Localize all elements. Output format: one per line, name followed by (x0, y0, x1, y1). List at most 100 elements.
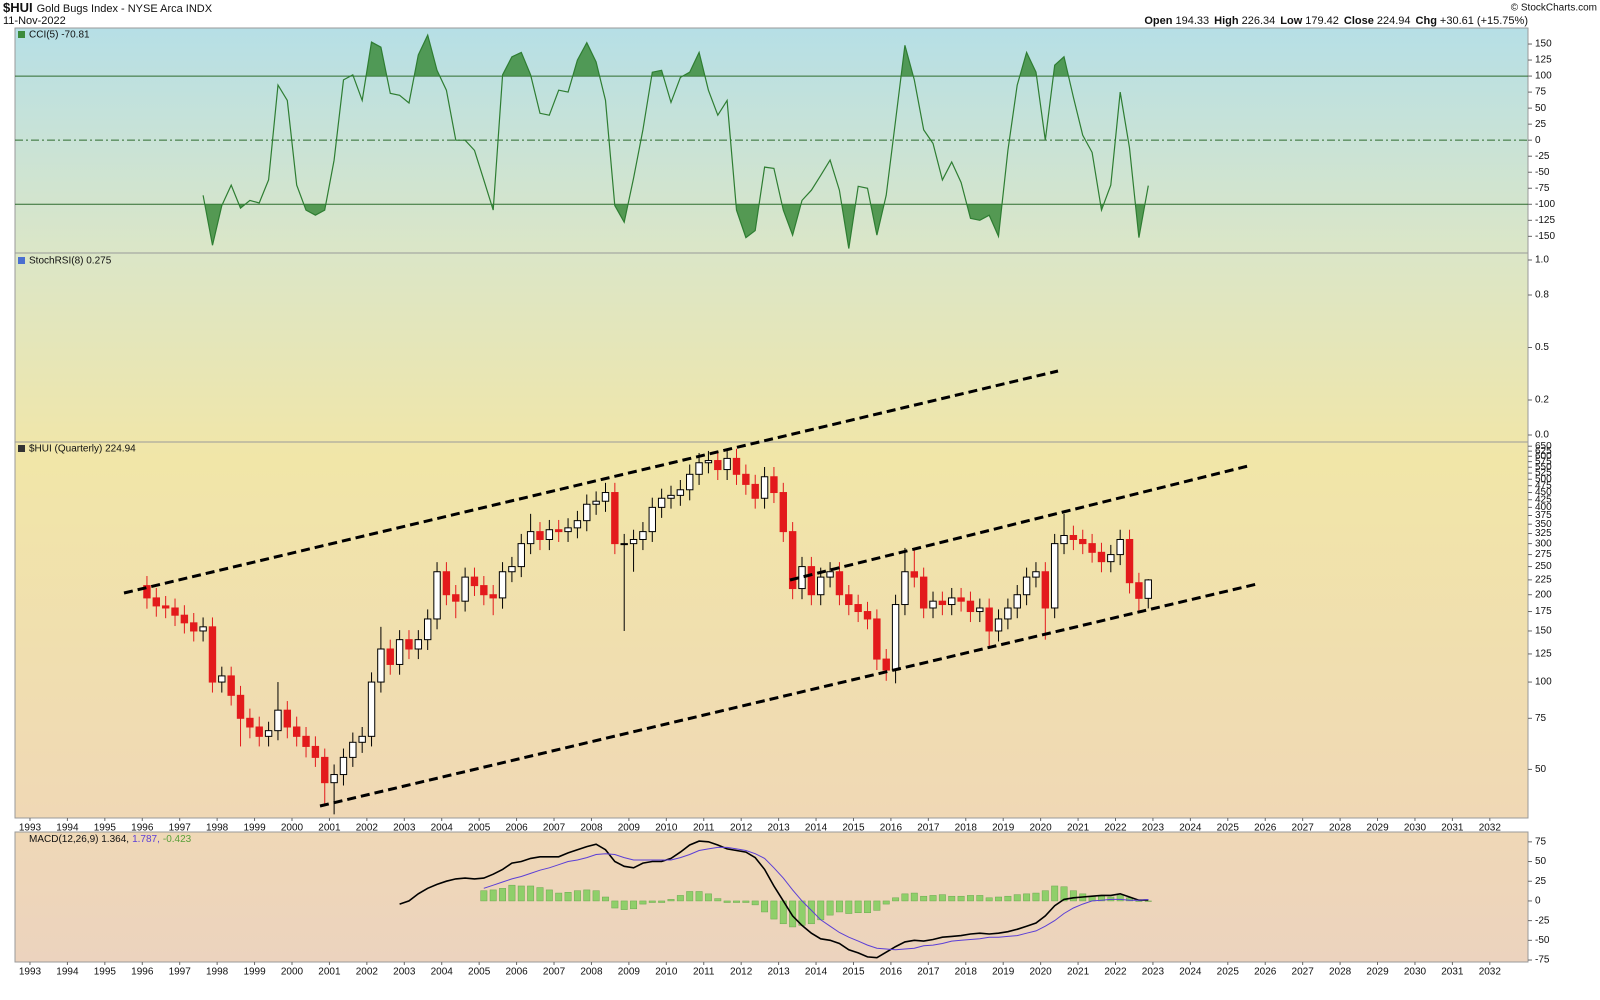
candle-body (1135, 582, 1143, 599)
candle-body (339, 756, 348, 776)
histogram-bar (864, 900, 871, 914)
candle-body (1116, 538, 1124, 556)
candle-body (592, 500, 600, 505)
candle-body (826, 571, 834, 578)
x-tick-label: 1994 (56, 823, 79, 834)
candle-body (480, 585, 488, 596)
histogram-bar (723, 900, 731, 903)
axis-strip (15, 818, 1528, 832)
histogram-bar (658, 900, 666, 903)
y-tick-label: -75 (1535, 955, 1550, 966)
candle-body (891, 604, 900, 671)
y-tick-label: 375 (1535, 510, 1552, 521)
candle-body (536, 531, 544, 540)
quote-value: 226.34 (1242, 15, 1276, 27)
histogram-bar (667, 899, 675, 902)
x-tick-label: 1997 (169, 967, 192, 978)
y-tick-label: 625 (1535, 446, 1552, 457)
quote-value: 224.94 (1377, 15, 1411, 27)
y-tick-label: 1.0 (1535, 255, 1549, 266)
panel-icon (18, 31, 25, 38)
histogram-bar (620, 900, 628, 910)
x-tick-label: 2030 (1404, 823, 1427, 834)
candle-body (657, 497, 666, 508)
x-tick-label: 2005 (468, 823, 491, 834)
candle-body (732, 457, 741, 475)
candle-body (1013, 594, 1021, 609)
x-tick-label: 2022 (1104, 823, 1127, 834)
candle-body (1107, 554, 1115, 563)
candle-body (976, 607, 984, 613)
candle-body (938, 600, 947, 606)
histogram-bar (948, 895, 956, 902)
header-line: $HUI Gold Bugs Index - NYSE Arca INDX (3, 0, 213, 15)
x-tick-label: 2006 (505, 967, 528, 978)
candle-body (423, 618, 432, 641)
histogram-bar (676, 895, 684, 902)
x-tick-label: 2019 (992, 823, 1015, 834)
x-tick-label: 2021 (1067, 823, 1090, 834)
quote-label: Chg (1416, 15, 1437, 27)
y-tick-label: 125 (1535, 649, 1552, 660)
histogram-bar (807, 900, 815, 925)
candle-body (788, 531, 797, 590)
histogram-bar (564, 892, 572, 902)
y-tick-label: 600 (1535, 451, 1552, 462)
candle-body (1050, 543, 1059, 609)
candle-body (1079, 538, 1087, 545)
y-tick-label: 550 (1535, 462, 1552, 473)
x-tick-label: 2004 (431, 823, 454, 834)
x-tick-label: 2010 (655, 823, 678, 834)
y-tick-label: -100 (1535, 199, 1555, 210)
y-tick-label: 300 (1535, 538, 1552, 549)
x-tick-label: 2017 (917, 823, 940, 834)
candle-body (985, 607, 993, 632)
quote-value: 179.42 (1305, 15, 1339, 27)
x-tick-label: 2018 (955, 823, 978, 834)
price-legend: $HUI (Quarterly) 224.94 (29, 444, 136, 455)
y-tick-label: 75 (1535, 836, 1547, 847)
y-tick-label: 25 (1535, 876, 1547, 887)
x-tick-label: 2025 (1217, 967, 1240, 978)
y-tick-label: 75 (1535, 713, 1547, 724)
candle-body (264, 730, 273, 737)
macd-line (483, 846, 1149, 951)
histogram-bar (761, 900, 769, 913)
histogram-bar (967, 895, 974, 902)
histogram-bar (573, 890, 581, 902)
y-tick-label: 200 (1535, 589, 1552, 600)
histogram-bar (892, 897, 900, 902)
x-tick-label: 2019 (992, 967, 1015, 978)
candle-body (433, 571, 441, 620)
candle-body (835, 571, 844, 596)
y-tick-label: 0 (1535, 896, 1541, 907)
candle-body (1004, 607, 1012, 620)
candle-body (573, 520, 582, 529)
candle-body (667, 494, 675, 499)
histogram-bar (882, 900, 890, 905)
histogram-bar (489, 889, 497, 902)
candle-body (695, 462, 703, 475)
x-tick-label: 2027 (1292, 823, 1315, 834)
histogram-bar (1004, 895, 1012, 902)
candle-body (386, 648, 394, 665)
panel-icon (18, 445, 25, 452)
candle-body (1069, 534, 1078, 540)
x-tick-label: 2024 (1179, 823, 1202, 834)
y-tick-label: 50 (1535, 764, 1547, 775)
y-tick-label: 325 (1535, 528, 1552, 539)
candle-body (723, 457, 731, 471)
candle-body (1041, 571, 1050, 609)
y-tick-label: 25 (1535, 119, 1547, 130)
histogram-bar (938, 894, 946, 902)
x-tick-label: 2028 (1329, 967, 1352, 978)
histogram-bar (1051, 885, 1059, 902)
y-tick-label: -75 (1535, 183, 1550, 194)
candle-body (405, 639, 413, 650)
macd-legend: MACD(12,26,9) 1.364, 1.787, -0.423 (29, 834, 192, 845)
histogram-bar (742, 900, 750, 903)
quote-label: Open (1144, 15, 1172, 27)
x-tick-label: 2028 (1329, 823, 1352, 834)
histogram-bar (527, 885, 535, 902)
